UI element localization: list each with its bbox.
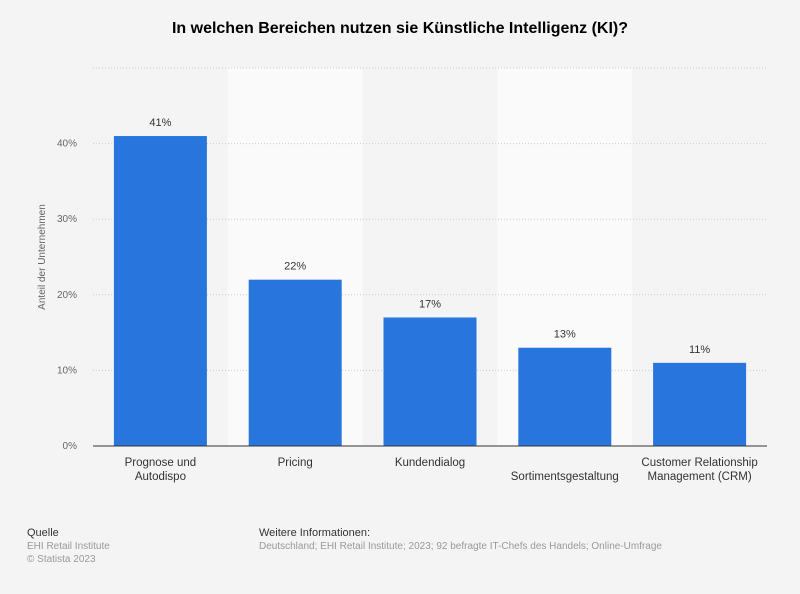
- y-tick-label: 30%: [57, 214, 77, 225]
- source-block: Quelle EHI Retail Institute © Statista 2…: [27, 527, 110, 566]
- y-tick-label: 10%: [57, 365, 77, 376]
- x-tick-label: Sortimentsgestaltung: [511, 471, 619, 483]
- x-tick-label: Kundendialog: [395, 457, 465, 469]
- chart-title: In welchen Bereichen nutzen sie Künstlic…: [171, 20, 629, 37]
- bar-chart: 0% 10% 20% 30% 40% Anteil der Unternehmen 41% P…: [37, 67, 767, 483]
- bar: [518, 347, 612, 446]
- data-label: 22%: [284, 261, 306, 273]
- x-tick-label: Customer Relationship: [641, 457, 757, 469]
- y-tick-label: 40%: [57, 139, 77, 150]
- y-tick-label: 20%: [57, 290, 77, 301]
- bar: [383, 317, 477, 446]
- x-tick-label: Prognose und: [125, 457, 197, 469]
- data-label: 17%: [419, 298, 441, 310]
- bar: [113, 136, 207, 447]
- y-tick-label: 0%: [63, 441, 78, 452]
- bar: [653, 362, 747, 446]
- bar: [248, 279, 342, 446]
- info-heading: Weitere Informationen:: [259, 527, 371, 539]
- info-text: Deutschland; EHI Retail Institute; 2023;…: [259, 541, 662, 552]
- info-block: Weitere Informationen: Deutschland; EHI …: [259, 527, 662, 553]
- x-tick-label: Pricing: [278, 457, 313, 469]
- x-tick-label: Autodispo: [135, 471, 186, 483]
- y-axis-label: Anteil der Unternehmen: [37, 204, 48, 310]
- data-label: 13%: [554, 329, 576, 341]
- x-tick-label: Management (CRM): [648, 471, 752, 483]
- source-heading: Quelle: [27, 527, 59, 539]
- data-label: 41%: [149, 117, 171, 129]
- data-label: 11%: [689, 344, 710, 356]
- source-text: EHI Retail Institute: [27, 541, 110, 552]
- copyright-text: © Statista 2023: [27, 554, 96, 565]
